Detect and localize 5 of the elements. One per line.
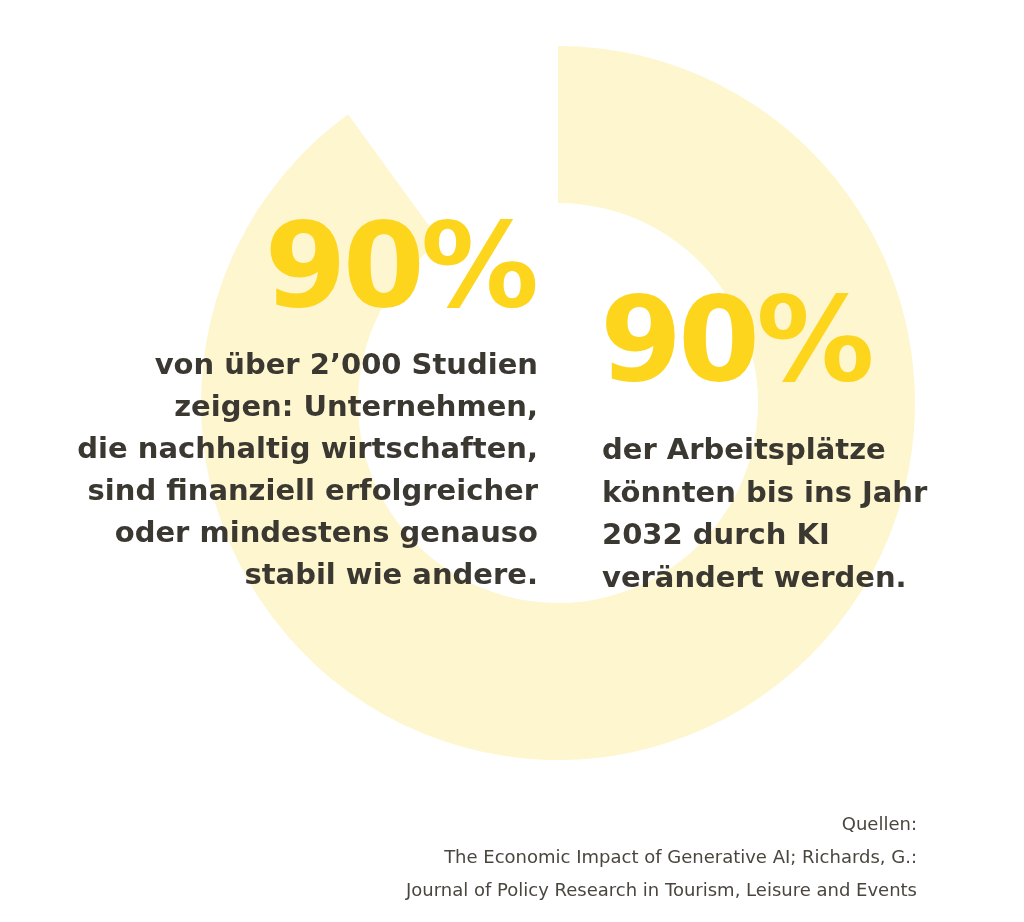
text: der Arbeitsplätze könnten bis ins Jahr 2032 durch KI verändert werden. bbox=[602, 432, 928, 594]
text: 90% bbox=[600, 270, 872, 408]
text: von über 2’000 Studien zeigen: Unternehmen, die nachhaltig wirtschaften, sind finanziell erfolgreicher oder mindestens genauso stabil wie andere. bbox=[77, 347, 539, 591]
source-note: Quellen: The Economic Impact of Generative AI; Richards, G.: Journal of Policy Research in Tourism, Leisure and Events bbox=[405, 813, 917, 900]
text: 90% bbox=[264, 196, 536, 334]
